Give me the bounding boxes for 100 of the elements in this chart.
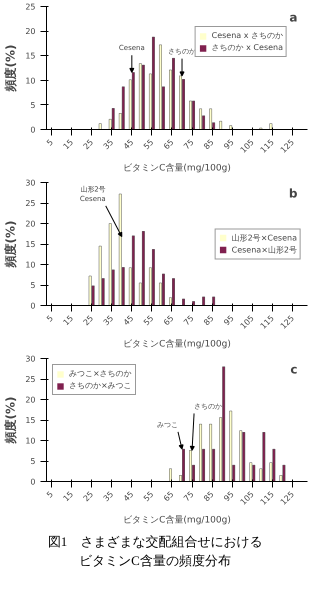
y-tick-label: 25 — [25, 375, 36, 384]
x-tick-label: 105 — [238, 314, 256, 331]
x-tick-label: 5 — [45, 138, 56, 148]
legend-label: みつこ×さちのか — [69, 368, 132, 379]
bar — [212, 296, 216, 306]
x-tick-label: 45 — [122, 490, 136, 504]
y-axis-title: 頻度(%) — [3, 44, 18, 92]
bar — [152, 36, 155, 130]
x-tick-label: 15 — [62, 314, 76, 328]
y-tick-label: 0 — [30, 302, 36, 310]
y-tick-label: 5 — [30, 457, 36, 466]
x-axis-title: ビタミンC含量(mg/100g) — [123, 514, 231, 526]
bar — [229, 410, 232, 482]
bar — [282, 464, 286, 482]
x-tick-label: 45 — [122, 314, 136, 328]
x-tick-label: 25 — [82, 314, 96, 328]
x-tick-label: 75 — [182, 490, 196, 504]
x-tick-label: 85 — [202, 138, 216, 152]
bar — [262, 432, 266, 482]
x-tick-label: 65 — [162, 490, 176, 504]
x-tick-label: 125 — [278, 490, 296, 507]
x-tick-label: 85 — [202, 490, 216, 504]
bar — [98, 246, 102, 306]
bar — [142, 231, 145, 306]
bar — [209, 108, 212, 130]
y-tick-label: 20 — [25, 220, 36, 228]
text: ビタミンC含量の頻度分布 — [78, 552, 232, 570]
y-axis-title: 頻度(%) — [3, 396, 18, 444]
x-tick-label: 15 — [62, 138, 76, 152]
x-tick-label: 65 — [162, 314, 176, 328]
x-tick-label: 55 — [142, 138, 156, 152]
bar — [199, 424, 202, 482]
bar — [202, 296, 206, 306]
x-tick-label: 125 — [278, 138, 296, 155]
x-tick-label: 35 — [102, 314, 116, 328]
legend-label: 山形2号×Cesena — [232, 232, 297, 243]
caption: 図1 さまざまな交配組合せにおける — [46, 533, 264, 551]
bar — [209, 424, 212, 482]
x-tick-label: 95 — [222, 314, 236, 328]
y-tick-label: 15 — [25, 416, 36, 425]
y-tick-label: 30 — [25, 354, 36, 364]
x-tick-label: 5 — [45, 490, 56, 500]
bar — [138, 63, 142, 130]
bar — [132, 236, 135, 306]
y-tick-label: 30 — [25, 178, 36, 188]
bar — [158, 44, 162, 130]
bar — [242, 432, 246, 482]
legend-label: Cesena x さちのか — [212, 30, 283, 41]
x-axis-title: ビタミンC含量(mg/100g) — [123, 338, 231, 350]
bar — [239, 430, 242, 482]
legend-label: Cesena×山形2号 — [232, 244, 297, 255]
bar — [172, 278, 175, 306]
y-tick-label: 25 — [25, 2, 36, 12]
x-tick-label: 65 — [162, 138, 176, 152]
x-tick-label: 35 — [102, 138, 116, 152]
bar — [189, 100, 192, 130]
x-tick-label: 105 — [238, 490, 256, 507]
x-tick-label: 95 — [222, 490, 236, 504]
bar — [222, 366, 226, 482]
x-tick-label: 5 — [45, 314, 56, 324]
chart-title: c — [290, 362, 298, 376]
bar — [182, 298, 185, 306]
x-axis-title: ビタミンC含量(mg/100g) — [123, 162, 231, 174]
y-axis-title: 頻度(%) — [3, 220, 18, 268]
x-tick-label: 125 — [278, 314, 296, 331]
x-tick-label: 115 — [258, 138, 276, 155]
bar — [199, 108, 202, 130]
x-tick-label: 115 — [258, 314, 276, 331]
bar — [162, 274, 165, 306]
bar — [112, 108, 115, 130]
legend-label: さちのか×みつこ — [69, 380, 132, 391]
y-tick-label: 10 — [25, 76, 36, 86]
y-tick-label: 10 — [25, 436, 36, 446]
bar — [219, 120, 222, 130]
bar — [172, 58, 175, 130]
bar — [192, 100, 196, 130]
y-tick-label: 15 — [25, 240, 36, 249]
x-tick-label: 35 — [102, 490, 116, 504]
bar — [249, 462, 252, 482]
x-tick-label: 75 — [182, 314, 196, 328]
legend-label: さちのか x Cesena — [212, 42, 283, 53]
x-tick-label: 25 — [82, 138, 96, 152]
bar — [118, 194, 122, 306]
bar — [252, 464, 256, 482]
y-tick-label: 15 — [25, 52, 36, 61]
bar — [182, 79, 185, 130]
chart-title: a — [289, 10, 298, 24]
bar — [229, 125, 232, 130]
y-tick-label: 25 — [25, 199, 36, 208]
x-tick-label: 15 — [62, 490, 76, 504]
x-tick-label: 85 — [202, 314, 216, 328]
y-tick-label: 5 — [30, 281, 36, 290]
y-tick-label: 5 — [30, 100, 36, 110]
chart-title: b — [288, 186, 298, 200]
x-tick-label: 115 — [258, 490, 276, 507]
y-tick-label: 20 — [25, 396, 36, 404]
y-tick-label: 20 — [25, 27, 36, 36]
x-tick-label: 25 — [82, 490, 96, 504]
y-tick-label: 0 — [30, 126, 36, 134]
bar — [98, 123, 102, 130]
